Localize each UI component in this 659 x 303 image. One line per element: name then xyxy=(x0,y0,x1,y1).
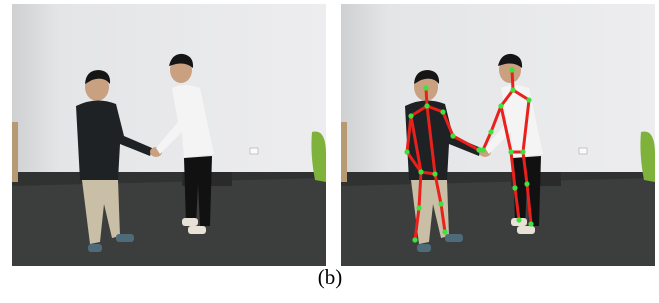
caption: (b) xyxy=(318,265,343,289)
figure: (b) xyxy=(0,0,659,298)
left-photo xyxy=(12,4,326,266)
right-photo xyxy=(341,4,655,266)
